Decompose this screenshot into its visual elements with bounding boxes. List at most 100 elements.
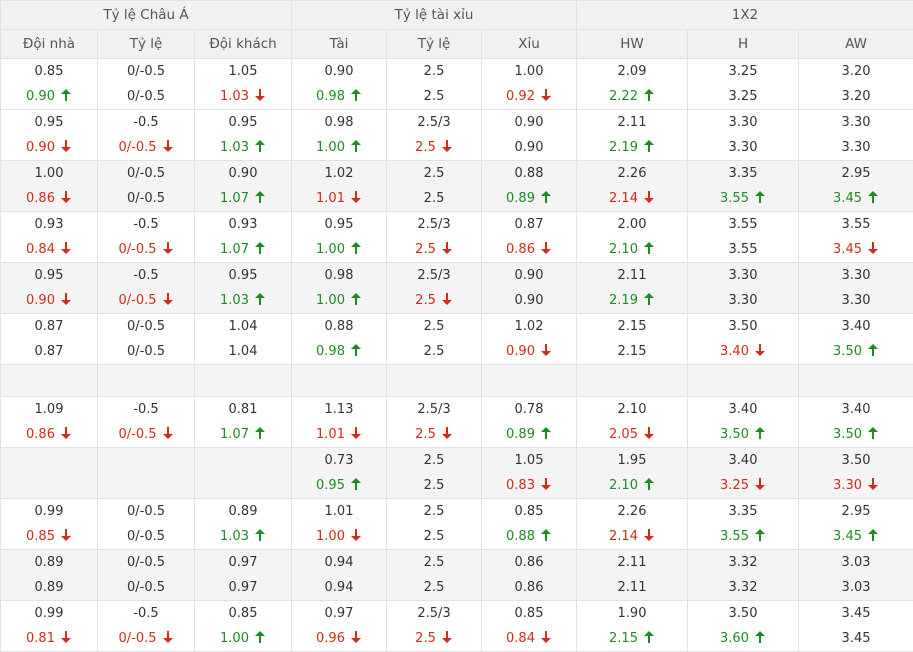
odds-cell-over: 0.95 1.00: [291, 211, 388, 263]
current-odds-value: 2.15: [617, 344, 647, 359]
current-odds: 0.86: [1, 186, 97, 211]
opening-odds-value: 0.95: [34, 268, 64, 283]
current-odds: 0.98: [292, 339, 386, 364]
odds-cell-hw: 2.10 2.05: [576, 396, 689, 448]
opening-odds-value: 2.5/3: [417, 402, 451, 417]
opening-odds: -0.5: [98, 110, 194, 135]
odds-cell-line: 2.5 2.5: [386, 447, 483, 499]
group-header-asian-handicap: Tỷ lệ Châu Á: [0, 0, 293, 30]
arrow-down-icon: [643, 529, 655, 541]
arrow-up-icon: [754, 529, 766, 541]
current-odds-value: 2.19: [609, 293, 638, 308]
current-odds-value: 2.5: [423, 529, 445, 544]
opening-odds-value: 0/-0.5: [126, 504, 166, 519]
opening-odds-value: -0.5: [133, 606, 159, 621]
opening-odds-value: 2.5/3: [417, 217, 451, 232]
arrow-up-icon: [254, 631, 266, 643]
opening-odds: 0.98: [292, 110, 386, 135]
empty-cell: [0, 364, 98, 397]
current-odds: 3.32: [688, 575, 798, 600]
opening-odds: 0.95: [292, 212, 386, 237]
current-odds: 2.14: [577, 186, 687, 211]
current-odds-value: 2.05: [609, 427, 638, 442]
current-odds-value: 0.90: [506, 344, 535, 359]
opening-odds: 0/-0.5: [98, 314, 194, 339]
odds-cell-hw: 1.90 2.15: [576, 600, 689, 652]
current-odds-value: 2.5: [423, 344, 445, 359]
current-odds: 1.01: [292, 422, 386, 447]
current-odds-value: 0/-0.5: [126, 89, 166, 104]
current-odds: 0.90: [1, 288, 97, 313]
odds-cell-under: 0.78 0.89: [481, 396, 578, 448]
opening-odds-value: -0.5: [133, 115, 159, 130]
opening-odds-value: 2.00: [617, 217, 647, 232]
arrow-up-icon: [254, 529, 266, 541]
opening-odds-value: 3.55: [841, 217, 871, 232]
odds-cell-under: 1.02 0.90: [481, 313, 578, 365]
current-odds-value: 2.5: [423, 580, 445, 595]
odds-cell-hw: 2.11 2.19: [576, 109, 689, 161]
arrow-down-icon: [441, 631, 453, 643]
arrow-up-icon: [350, 89, 362, 101]
arrow-up-icon: [350, 344, 362, 356]
arrow-down-icon: [441, 140, 453, 152]
arrow-up-icon: [254, 140, 266, 152]
current-odds-value: 0/-0.5: [118, 427, 157, 442]
current-odds: 2.5: [387, 186, 481, 211]
odds-cell-aw: 2.95 3.45: [798, 160, 913, 212]
opening-odds: 2.11: [577, 110, 687, 135]
current-odds: 0.89: [1, 575, 97, 600]
current-odds-value: 0.90: [26, 89, 55, 104]
current-odds: 0.88: [482, 524, 576, 549]
table-row: 0.99 0.85 0/-0.5 0/-0.5 0.89 1.03 1.01 1.00 2.5 2…: [0, 498, 913, 550]
current-odds: 0.90: [482, 288, 576, 313]
current-odds-value: 0.86: [514, 580, 544, 595]
opening-odds: 2.5: [387, 448, 481, 473]
opening-odds-value: 0/-0.5: [126, 319, 166, 334]
opening-odds: -0.5: [98, 397, 194, 422]
current-odds: 1.04: [195, 339, 291, 364]
empty-cell: [798, 364, 913, 397]
current-odds-value: 2.19: [609, 140, 638, 155]
current-odds-value: 0.84: [506, 631, 535, 646]
current-odds: 1.00: [195, 626, 291, 651]
opening-odds: 1.02: [482, 314, 576, 339]
current-odds-value: 3.50: [833, 427, 862, 442]
current-odds-value: 0.90: [26, 140, 55, 155]
current-odds-value: 0/-0.5: [118, 242, 157, 257]
arrow-down-icon: [60, 140, 72, 152]
odds-cell-home: 0.95 0.90: [0, 109, 98, 161]
odds-cell-over: 1.02 1.01: [291, 160, 388, 212]
current-odds-value: 1.03: [220, 529, 249, 544]
opening-odds-value: 1.09: [34, 402, 64, 417]
current-odds-value: 0/-0.5: [126, 580, 166, 595]
opening-odds: 2.10: [577, 397, 687, 422]
opening-odds: 0/-0.5: [98, 59, 194, 84]
current-odds: 0.95: [292, 473, 386, 498]
current-odds: [195, 473, 291, 498]
opening-odds: 2.11: [577, 263, 687, 288]
current-odds: 0.84: [482, 626, 576, 651]
opening-odds-value: 0.73: [324, 453, 354, 468]
opening-odds: 3.45: [799, 601, 913, 626]
opening-odds-value: 2.15: [617, 319, 647, 334]
current-odds-value: 0/-0.5: [118, 631, 157, 646]
current-odds-value: 1.04: [228, 344, 258, 359]
current-odds: 0.90: [482, 135, 576, 160]
current-odds-value: 0.83: [506, 478, 535, 493]
opening-odds-value: 0.98: [324, 268, 354, 283]
empty-cell: [481, 364, 578, 397]
odds-cell-line: 2.5 2.5: [386, 58, 483, 110]
opening-odds: 3.55: [688, 212, 798, 237]
opening-odds-value: 0.88: [514, 166, 544, 181]
opening-odds: 2.00: [577, 212, 687, 237]
opening-odds-value: 0.90: [324, 64, 354, 79]
current-odds-value: 1.07: [220, 191, 249, 206]
table-row: 1.09 0.86 -0.5 0/-0.5 0.81 1.07 1.13 1.01 2.5/3 2…: [0, 396, 913, 448]
opening-odds: 0.85: [482, 499, 576, 524]
odds-cell-under: 0.85 0.84: [481, 600, 578, 652]
opening-odds-value: 3.30: [728, 268, 758, 283]
odds-cell-h: 3.50 3.40: [687, 313, 800, 365]
opening-odds: 0.88: [292, 314, 386, 339]
opening-odds-value: 0/-0.5: [126, 64, 166, 79]
